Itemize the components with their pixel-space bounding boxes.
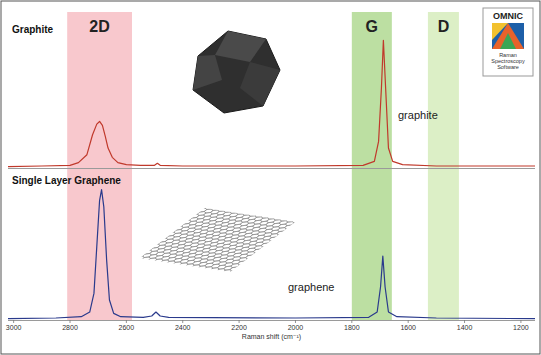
x-tick-label: 1600 (400, 324, 416, 331)
series-label: graphite (398, 109, 438, 121)
axis-line (8, 320, 535, 321)
band-label: 2D (89, 18, 109, 35)
x-tick-label: 1400 (457, 324, 473, 331)
x-tick-label: 2200 (231, 324, 247, 331)
logo-text-line: Software (497, 64, 519, 70)
panel-title: Graphite (12, 24, 54, 35)
band (352, 12, 392, 320)
logo-text: RamanSpectroscopySoftware (491, 52, 525, 70)
x-tick (351, 320, 352, 323)
x-tick-label: 2800 (62, 324, 78, 331)
spectrum-line (8, 190, 535, 319)
x-tick (408, 320, 409, 323)
spectrum-line (8, 40, 535, 166)
logo: OMNIC RamanSpectroscopySoftware (483, 8, 533, 76)
x-tick-label: 2000 (288, 324, 304, 331)
panel-title: Single Layer Graphene (12, 175, 121, 186)
x-axis-label: Raman shift (cm⁻¹) (242, 333, 301, 341)
graphene-image (124, 201, 312, 279)
x-tick (70, 320, 71, 323)
x-tick-label: 1800 (344, 324, 360, 331)
x-tick (520, 320, 521, 323)
x-tick-label: 3000 (6, 324, 22, 331)
x-tick-label: 2600 (119, 324, 135, 331)
x-tick-label: 1200 (513, 324, 529, 331)
chart: 2D G Dgraphite Graphite graphene Single Layer… (0, 0, 541, 355)
frame (1, 1, 540, 354)
x-tick (13, 320, 14, 323)
x-tick-label: 2400 (175, 324, 191, 331)
axis-line (8, 168, 535, 169)
band-label: D (438, 18, 450, 35)
plot-area (8, 40, 535, 166)
logo-title: OMNIC (493, 11, 523, 21)
x-tick (126, 320, 127, 323)
x-tick (182, 320, 183, 323)
band-label: G (366, 18, 378, 35)
series-label: graphene (288, 281, 335, 293)
graphite-image (193, 31, 280, 113)
plot-area (8, 190, 535, 319)
band (67, 12, 132, 320)
x-tick (239, 320, 240, 323)
x-tick (295, 320, 296, 323)
x-tick (464, 320, 465, 323)
